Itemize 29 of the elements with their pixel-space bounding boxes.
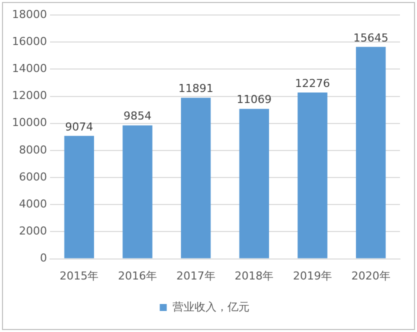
bar [298, 92, 328, 258]
y-tick-label: 4000 [18, 197, 47, 210]
y-tick-label: 14000 [12, 62, 47, 76]
x-tick-label: 2020年 [351, 269, 390, 282]
data-label: 12276 [295, 76, 330, 90]
data-label: 15645 [353, 31, 388, 44]
bar [239, 108, 270, 258]
y-tick-label: 2000 [18, 224, 47, 238]
data-label: 11069 [236, 93, 272, 106]
data-label: 11891 [178, 82, 214, 96]
y-tick-label: 6000 [18, 170, 47, 184]
y-tick-label: 18000 [12, 8, 47, 21]
x-tick-label: 2018年 [234, 269, 274, 282]
bar [180, 98, 211, 258]
y-tick-label: 10000 [12, 116, 47, 130]
data-label: 9854 [123, 110, 152, 123]
x-tick-label: 2015年 [60, 269, 99, 282]
bar [64, 136, 94, 258]
y-tick-label: 8000 [18, 143, 47, 156]
y-tick-label: 12000 [12, 89, 47, 102]
bar [122, 125, 152, 258]
y-tick-label: 0 [40, 252, 47, 265]
x-tick-label: 2016年 [118, 269, 157, 282]
data-label: 9074 [65, 120, 94, 134]
y-tick-label: 16000 [12, 34, 47, 48]
bar [356, 46, 386, 258]
x-tick-label: 2019年 [293, 269, 332, 282]
x-tick-label: 2017年 [176, 269, 216, 282]
legend-label: 营业收入，亿元 [172, 300, 250, 314]
